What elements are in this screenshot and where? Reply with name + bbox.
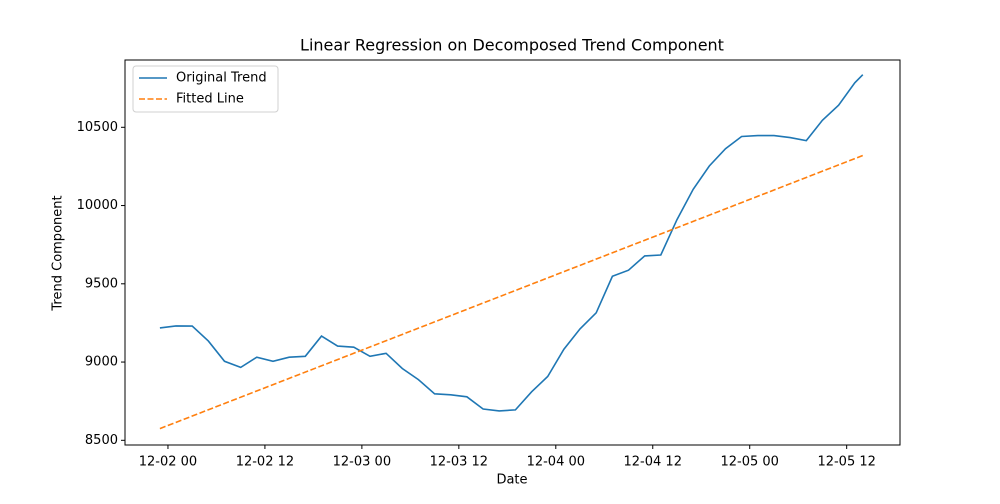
- legend-label: Original Trend: [176, 71, 267, 86]
- chart-title: Linear Regression on Decomposed Trend Co…: [300, 36, 724, 55]
- legend-label: Fitted Line: [176, 92, 244, 107]
- y-tick-label: 9000: [85, 355, 118, 370]
- y-tick-label: 8500: [85, 433, 118, 448]
- x-axis-label: Date: [496, 473, 527, 488]
- data-line: [159, 154, 864, 430]
- x-tick-label: 12-03 00: [333, 455, 391, 470]
- x-tick-label: 12-05 12: [817, 455, 875, 470]
- x-tick-label: 12-02 00: [139, 455, 197, 470]
- y-tick-label: 9500: [85, 276, 118, 291]
- data-line: [159, 74, 864, 412]
- legend-box: [132, 65, 279, 113]
- x-tick-label: 12-04 12: [624, 455, 682, 470]
- y-tick-label: 10500: [77, 120, 118, 135]
- y-axis-label: Trend Component: [51, 195, 66, 311]
- y-tick-label: 10000: [77, 198, 118, 213]
- x-tick-label: 12-02 12: [236, 455, 294, 470]
- x-tick-label: 12-04 00: [527, 455, 585, 470]
- plot-frame: [124, 59, 901, 446]
- x-tick-label: 12-03 12: [430, 455, 488, 470]
- x-tick-label: 12-05 00: [720, 455, 778, 470]
